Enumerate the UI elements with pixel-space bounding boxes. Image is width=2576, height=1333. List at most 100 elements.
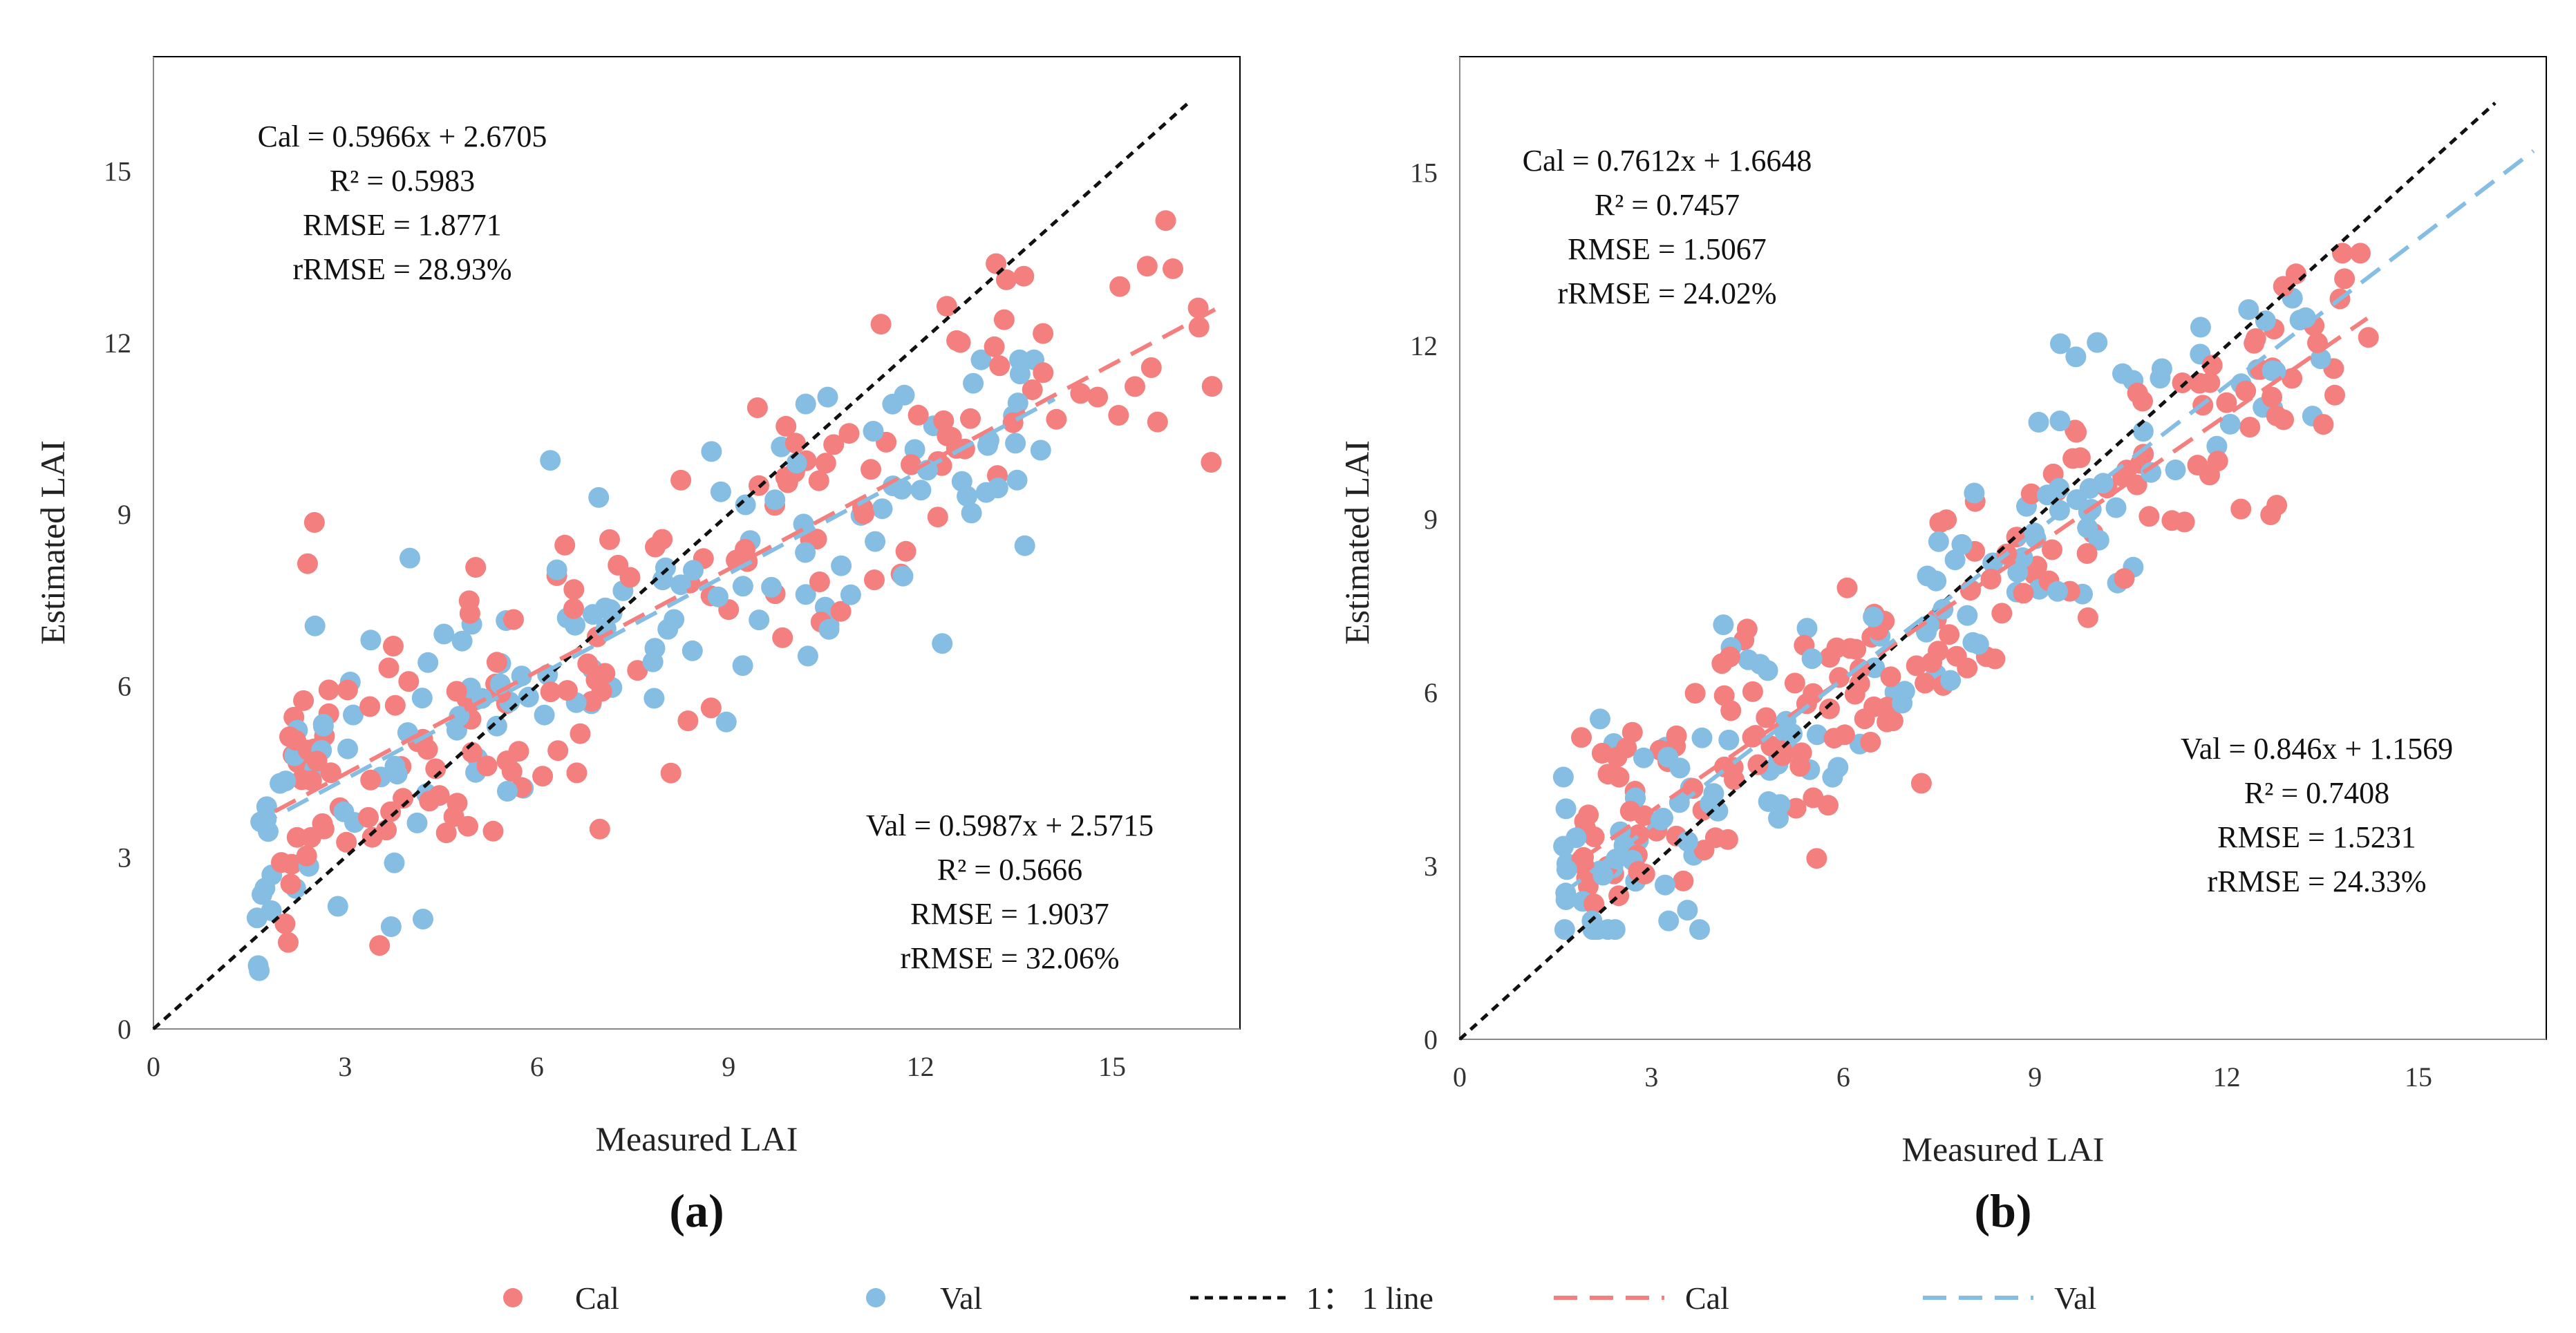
panel-b-val-point-108 (2050, 333, 2071, 354)
panel-b-val-point-26 (1917, 565, 1938, 587)
panel-b-x-tick-9: 9 (2028, 1061, 2042, 1093)
panel-a-val-point-47 (683, 560, 704, 581)
panel-a-cal-point-26 (1188, 316, 1210, 338)
panel-a-cal-point-15 (361, 826, 383, 848)
panel-b-val-point-44 (2262, 360, 2283, 381)
panel-b-cal-rmse: RMSE = 1.5067 (1568, 232, 1767, 266)
panel-b-cal-point-149 (1673, 870, 1694, 891)
panel-a-y-axis-title: Estimated LAI (33, 440, 72, 645)
panel-b-x-axis-title: Measured LAI (1902, 1130, 2105, 1169)
panel-b-cal-point-96 (2273, 276, 2294, 297)
panel-a-val-point-136 (961, 502, 982, 524)
panel-b-cal-point-158 (1957, 657, 1978, 679)
panel-a-val-point-31 (761, 576, 782, 598)
panel-a-val-point-23 (655, 557, 676, 578)
panel-b-cal-fit-line (1579, 316, 2369, 862)
panel-b-cal-point-79 (1826, 637, 1848, 659)
panel-b-y-axis-title: Estimated LAI (1337, 440, 1376, 645)
panel-b-cal-point-131 (1621, 721, 1643, 743)
panel-b-cal-point-87 (2020, 483, 2042, 504)
panel-a-val-point-71 (312, 715, 334, 737)
panel-a-cal-point-7 (908, 404, 929, 426)
panel-b-label: (b) (1974, 1184, 2031, 1237)
panel-a-val-point-16 (977, 435, 998, 456)
panel-a-val-point-0 (384, 755, 406, 777)
panel-a-cal-point-84 (986, 253, 1007, 274)
panel-a-cal-point-141 (383, 636, 404, 656)
panel-b-plot-area: 0 3 6 9 12 15 0 3 6 9 12 15 (1410, 57, 2546, 1093)
panel-a-cal-point-139 (285, 730, 306, 751)
panel-b-val-point-63 (1587, 919, 1608, 940)
panel-a-cal-point-172 (465, 557, 487, 578)
panel-b-cal-point-168 (1616, 737, 1637, 759)
panel-a-cal-stats: Cal = 0.5966x + 2.6705 R² = 0.5983 RMSE … (258, 120, 547, 286)
legend-cal-marker-label: Cal (575, 1280, 619, 1316)
panel-a-cal-point-122 (933, 410, 955, 431)
panel-b-cal-point-170 (1571, 727, 1592, 748)
panel-a-cal-point-162 (823, 434, 845, 455)
panel-a-cal-point-98 (1125, 376, 1145, 397)
panel-b-cal-point-16 (1742, 681, 1763, 702)
panel-a-cal-point-64 (508, 741, 529, 762)
panel-a-val-rrmse: rRMSE = 32.06% (901, 941, 1120, 975)
panel-a-plot-area: 0 3 6 9 12 15 0 3 6 9 12 15 (104, 57, 1240, 1082)
panel-b-cal-point-163 (1736, 618, 1758, 640)
panel-a-cal-point-66 (503, 609, 524, 630)
panel-b-x-tick-labels: 0 3 6 9 12 15 (1453, 1061, 2432, 1093)
panel-b-cal-point-172 (1906, 655, 1927, 677)
panel-b-cal-point-134 (2307, 332, 2328, 354)
panel-a-cal-point-39 (380, 801, 402, 822)
panel-a-x-tick-15: 15 (1098, 1051, 1126, 1082)
panel-a-cal-point-132 (777, 472, 798, 493)
panel-a-cal-point-78 (435, 822, 457, 844)
panel-a-val-point-119 (1030, 439, 1051, 461)
panel-a-val-point-52 (664, 609, 685, 630)
panel-a-cal-point-17 (784, 433, 806, 454)
panel-b-val-point-118 (1689, 919, 1710, 940)
panel-b-y-tick-labels: 0 3 6 9 12 15 (1410, 157, 1438, 1055)
panel-a-val-point-114 (831, 555, 852, 576)
panel-b-cal-point-148 (1849, 673, 1870, 694)
panel-b-cal-point-111 (1939, 624, 1960, 645)
panel-b-y-tick-15: 15 (1410, 157, 1438, 188)
panel-a-cal-point-102 (1033, 362, 1054, 384)
panel-a-val-point-63 (932, 633, 953, 654)
panel-a-val-point-11 (1006, 469, 1028, 491)
panel-b-val-point-129 (2028, 412, 2049, 433)
panel-b-val-point-97 (2255, 310, 2276, 332)
panel-a-x-tick-3: 3 (338, 1051, 352, 1082)
panel-a-points (246, 210, 1223, 981)
panel-a-val-point-66 (710, 481, 731, 502)
panel-a-val-point-35 (433, 623, 455, 645)
panel-a-cal-point-144 (274, 913, 296, 934)
panel-a-x-tick-0: 0 (147, 1051, 160, 1082)
panel-a-cal-point-4 (532, 766, 554, 787)
panel-b-cal-point-10 (2324, 384, 2345, 406)
panel-a-label: (a) (669, 1184, 724, 1237)
panel-a-val-point-99 (882, 393, 903, 415)
panel-a-val-point-27 (840, 584, 861, 605)
panel-a-val-point-121 (764, 489, 786, 511)
panel-b-val-point-5 (1655, 874, 1675, 896)
panel-b-cal-point-151 (1682, 778, 1704, 799)
panel-b-val-point-40 (1677, 831, 1698, 852)
panel-b-cal-point-122 (1720, 700, 1742, 721)
panel-b-val-point-32 (1718, 729, 1740, 750)
panel-b-cal-point-124 (2313, 414, 2334, 435)
panel-a-cal-point-136 (554, 534, 576, 556)
panel-a-cal-point-61 (700, 697, 722, 719)
panel-a-cal-point-138 (271, 852, 292, 873)
panel-a-cal-point-105 (296, 845, 317, 867)
panel-a-val-point-106 (546, 559, 567, 580)
panel-a-cal-point-53 (306, 750, 328, 772)
panel-b-val-point-51 (1769, 794, 1791, 815)
panel-b-val-fit-line (1561, 149, 2535, 896)
panel-a-val-point-13 (863, 421, 884, 442)
panel-a-cal-point-24 (393, 788, 414, 809)
panel-a-val-point-101 (384, 852, 405, 873)
panel-b-cal-point-25 (1928, 641, 1949, 662)
panel-b-val-point-130 (1801, 648, 1823, 670)
panel-a-cal-point-121 (1070, 383, 1091, 404)
panel-a-cal-point-135 (1046, 408, 1067, 430)
